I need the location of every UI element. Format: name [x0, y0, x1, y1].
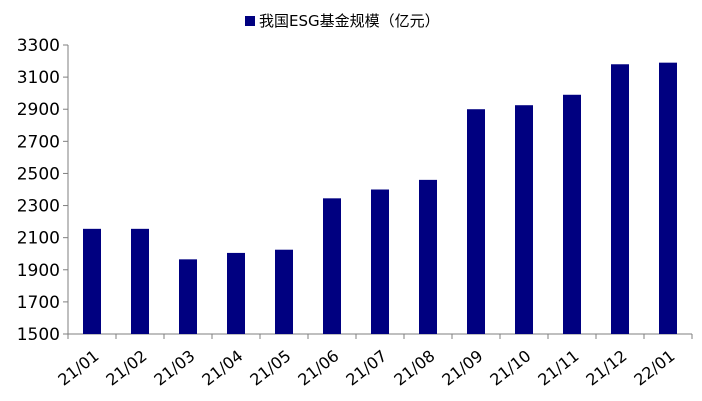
bar-21-10 — [515, 105, 533, 334]
x-tick-label: 21/01 — [54, 346, 102, 389]
y-tick-label: 2500 — [17, 164, 60, 184]
y-tick-label: 1500 — [17, 325, 60, 345]
y-tick-label: 2900 — [17, 100, 60, 120]
x-tick-label: 22/01 — [630, 346, 678, 389]
bar-21-01 — [83, 228, 101, 334]
y-tick-label: 3100 — [17, 68, 60, 88]
bar-21-08 — [419, 179, 437, 334]
bar-21-09 — [467, 109, 485, 334]
x-tick-label: 21/07 — [342, 346, 390, 389]
y-tick-label: 2700 — [17, 132, 60, 152]
x-tick-label: 21/04 — [198, 346, 246, 389]
bar-series — [83, 62, 677, 335]
y-tick-label: 2300 — [17, 197, 60, 217]
legend-swatch — [245, 16, 255, 26]
y-tick-label: 1900 — [17, 261, 60, 281]
x-tick-label: 21/02 — [102, 346, 150, 389]
x-tick-label: 21/03 — [150, 346, 198, 389]
legend-label: 我国ESG基金规模（亿元） — [259, 12, 440, 30]
bar-21-02 — [131, 228, 149, 334]
x-tick-label: 21/05 — [246, 346, 294, 389]
bar-21-12 — [611, 64, 629, 335]
bar-21-03 — [179, 259, 197, 334]
x-tick-label: 21/10 — [486, 346, 534, 389]
bar-21-11 — [563, 94, 581, 335]
bar-21-04 — [227, 252, 245, 334]
x-tick-label: 21/12 — [582, 346, 630, 389]
x-tick-label: 21/09 — [438, 346, 486, 389]
x-tick-label: 21/11 — [534, 346, 582, 389]
y-axis: 1500 1700 1900 2100 2300 2500 2700 2900 3100 3300 — [17, 36, 69, 345]
legend: 我国ESG基金规模（亿元） — [245, 12, 440, 30]
x-tick-label: 21/08 — [390, 346, 438, 389]
y-tick-label: 2100 — [17, 229, 60, 249]
bar-21-07 — [371, 189, 389, 334]
y-tick-label: 1700 — [17, 293, 60, 313]
bar-21-05 — [275, 249, 293, 334]
y-tick-label: 3300 — [17, 36, 60, 56]
x-axis: 21/01 21/02 21/03 21/04 21/05 21/06 21/07 21/08… — [54, 333, 693, 390]
x-tick-label: 21/06 — [294, 346, 342, 389]
bar-22-01 — [659, 62, 677, 335]
bar-21-06 — [323, 198, 341, 334]
